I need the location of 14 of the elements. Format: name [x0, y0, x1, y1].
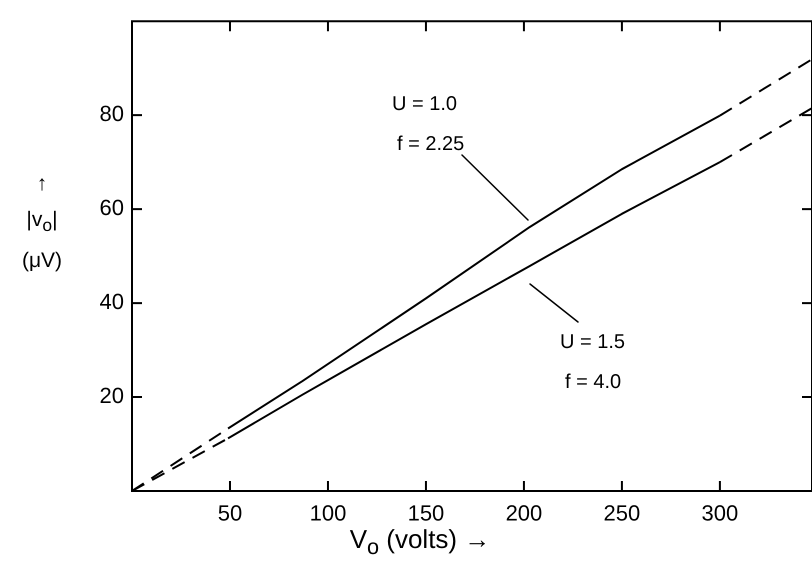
y-tick-label: 40 — [100, 289, 124, 314]
x-tick-label: 250 — [604, 500, 640, 526]
x-tick-label: 50 — [218, 500, 242, 526]
y-tick-label: 20 — [100, 383, 124, 408]
x-tick-label: 300 — [702, 500, 738, 526]
annotation: U = 1.5 f = 4.0 — [560, 330, 626, 395]
x-tick-label: 200 — [506, 500, 542, 526]
y-tick-label: 60 — [100, 195, 124, 220]
y-axis-title: ↑ |v$_{o}$| (μV) — [20, 171, 64, 274]
x-tick-label: 150 — [408, 500, 444, 526]
x-tick-label: 100 — [310, 500, 346, 526]
y-tick-label: 80 — [100, 101, 124, 126]
annotation: U = 1.0 f = 2.25 — [392, 92, 464, 157]
x-axis-title: V$_{o}$ (volts) → — [348, 524, 492, 560]
